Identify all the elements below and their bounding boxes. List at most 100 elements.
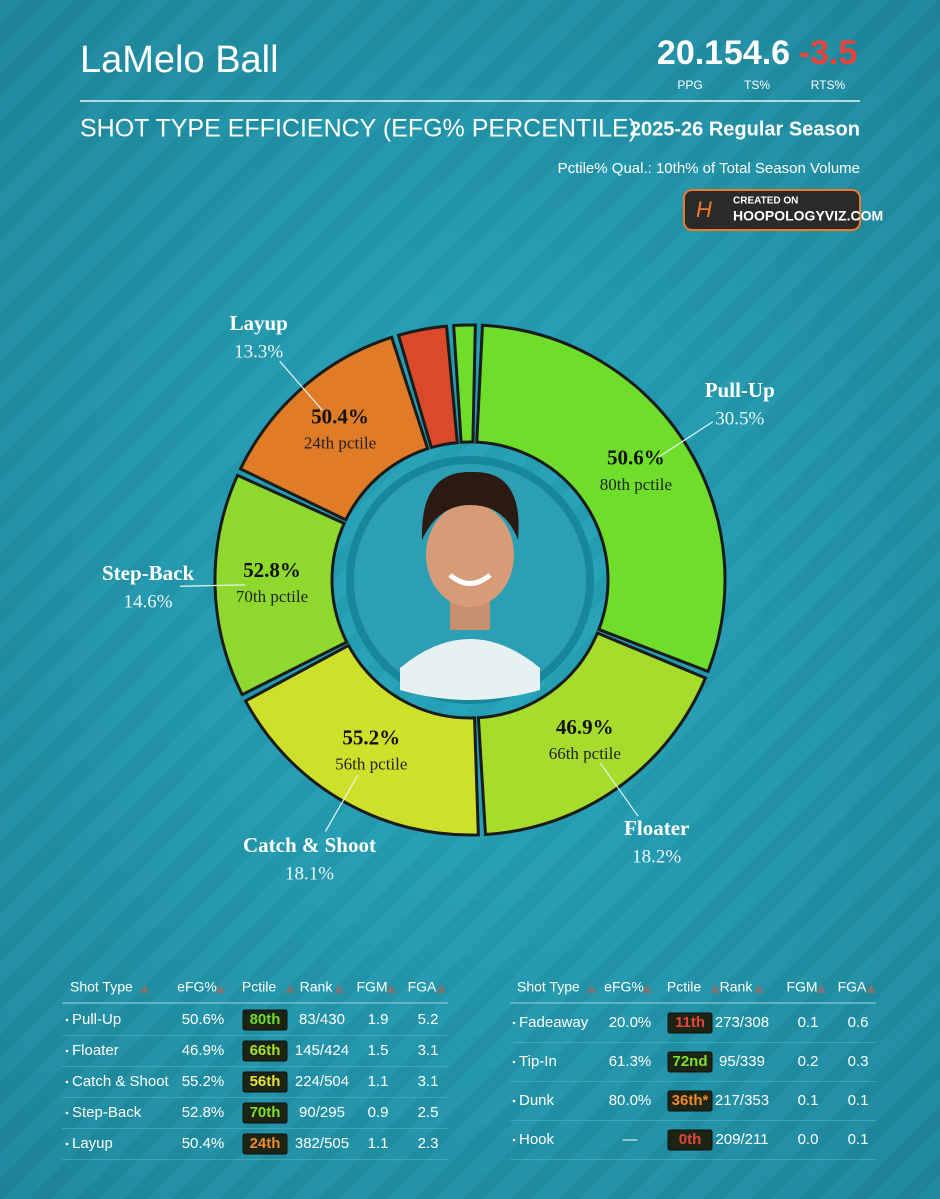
column-header: eFG% <box>604 979 644 995</box>
bullet <box>512 1138 516 1142</box>
leader-line <box>658 421 714 458</box>
efg-label: 55.2% <box>342 725 400 749</box>
sort-icon <box>215 984 225 993</box>
sort-icon <box>866 984 876 993</box>
sort-icon <box>334 984 344 993</box>
stat-value: 20.1 <box>657 34 723 72</box>
cell: 224/504 <box>295 1073 349 1090</box>
pctile-badge <box>242 1102 288 1124</box>
sort-icon <box>754 984 764 993</box>
subtitle: SHOT TYPE EFFICIENCY (EFG% PERCENTILE) <box>80 115 637 143</box>
leader-line <box>279 360 323 411</box>
cell: 217/353 <box>715 1092 769 1109</box>
pctile-value: 80th <box>250 1011 281 1028</box>
sort-icon <box>586 984 597 993</box>
cell: 0.9 <box>368 1104 389 1121</box>
category-label: Step-Back <box>102 561 194 585</box>
stat-label: TS% <box>744 78 770 92</box>
category-label: Pull-Up <box>705 378 775 402</box>
badge-logo: H <box>696 197 712 222</box>
cell: 209/211 <box>715 1131 768 1148</box>
cell: 1.1 <box>368 1073 389 1090</box>
cell: 2.3 <box>418 1135 439 1152</box>
cell: 382/505 <box>295 1135 349 1152</box>
shot-type: Catch & Shoot <box>72 1073 170 1090</box>
shot-type: Dunk <box>519 1092 555 1109</box>
pctile-badge <box>667 1090 713 1112</box>
leader-line <box>324 774 359 832</box>
share-label: 13.3% <box>234 341 283 362</box>
column-header: Pctile <box>242 979 276 995</box>
cell: 50.6% <box>182 1011 225 1028</box>
cell: 20.0% <box>609 1014 652 1031</box>
cell: 0.1 <box>848 1131 869 1148</box>
share-label: 18.1% <box>285 864 334 885</box>
badge <box>683 189 861 231</box>
cell: 3.1 <box>418 1042 439 1059</box>
pctile-value: 70th <box>250 1104 281 1121</box>
cell: — <box>623 1131 638 1148</box>
efg-label: 50.6% <box>607 446 665 470</box>
cell: 61.3% <box>609 1053 652 1070</box>
bullet <box>65 1018 69 1022</box>
pctile-badge <box>242 1009 288 1031</box>
sort-icon <box>710 984 720 993</box>
cell: 0.3 <box>848 1053 869 1070</box>
pctile-badge <box>667 1012 713 1034</box>
cell: 90/295 <box>299 1104 345 1121</box>
efg-label: 46.9% <box>556 715 614 739</box>
stat-value: 54.6 <box>724 34 790 72</box>
sort-icon <box>386 984 396 993</box>
leader-line <box>599 762 639 817</box>
pctile-badge <box>242 1133 288 1155</box>
share-label: 30.5% <box>715 409 764 430</box>
cell: 80.0% <box>609 1092 652 1109</box>
bullet <box>512 1099 516 1103</box>
donut-segment <box>452 323 477 444</box>
cell: 95/339 <box>719 1053 765 1070</box>
column-header: Rank <box>300 979 334 995</box>
cell: 0.1 <box>798 1092 819 1109</box>
pctile-value: 66th <box>250 1042 281 1059</box>
donut-segment <box>243 643 480 837</box>
pctile-label: 70th pctile <box>236 587 308 606</box>
season: 2025-26 Regular Season <box>630 118 860 140</box>
pctile-label: 24th pctile <box>304 434 376 453</box>
shot-type: Hook <box>519 1131 555 1148</box>
cell: 0.0 <box>798 1131 819 1148</box>
donut-segment <box>475 323 727 674</box>
player-photo <box>346 456 594 704</box>
column-header: FGA <box>408 979 437 995</box>
sort-icon <box>436 984 446 993</box>
pctile-badge <box>242 1040 288 1062</box>
pctile-label: 56th pctile <box>335 755 407 774</box>
cell: 1.1 <box>368 1135 389 1152</box>
player-name: LaMelo Ball <box>80 39 279 81</box>
pctile-badge <box>667 1129 713 1151</box>
column-header: Pctile <box>667 979 701 995</box>
cell: 1.9 <box>368 1011 389 1028</box>
column-header: Rank <box>720 979 754 995</box>
cell: 273/308 <box>715 1014 769 1031</box>
bullet <box>65 1142 69 1146</box>
category-label: Floater <box>624 816 689 840</box>
cell: 2.5 <box>418 1104 439 1121</box>
shot-type: Fadeaway <box>519 1014 589 1031</box>
shot-type: Pull-Up <box>72 1011 121 1028</box>
donut-segment <box>238 335 430 522</box>
sort-icon <box>816 984 826 993</box>
stat-label: RTS% <box>811 78 846 92</box>
pctile-value: 36th* <box>672 1092 709 1109</box>
share-label: 14.6% <box>124 591 173 612</box>
donut-segment <box>396 324 459 450</box>
cell: 0.6 <box>848 1014 869 1031</box>
category-label: Catch & Shoot <box>243 833 376 857</box>
pctile-label: 66th pctile <box>549 744 621 763</box>
badge-created: CREATED ON <box>733 196 798 207</box>
pctile-value: 24th <box>250 1135 281 1152</box>
pctile-label: 80th pctile <box>600 475 672 494</box>
stat-value: -3.5 <box>799 34 858 72</box>
pctile-value: 0th <box>679 1131 702 1148</box>
shot-type: Step-Back <box>72 1104 142 1121</box>
